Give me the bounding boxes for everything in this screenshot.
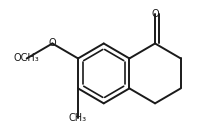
Text: O: O [49,38,56,49]
Text: CH₃: CH₃ [69,113,87,123]
Text: O: O [151,9,159,18]
Text: OCH₃: OCH₃ [14,53,40,63]
